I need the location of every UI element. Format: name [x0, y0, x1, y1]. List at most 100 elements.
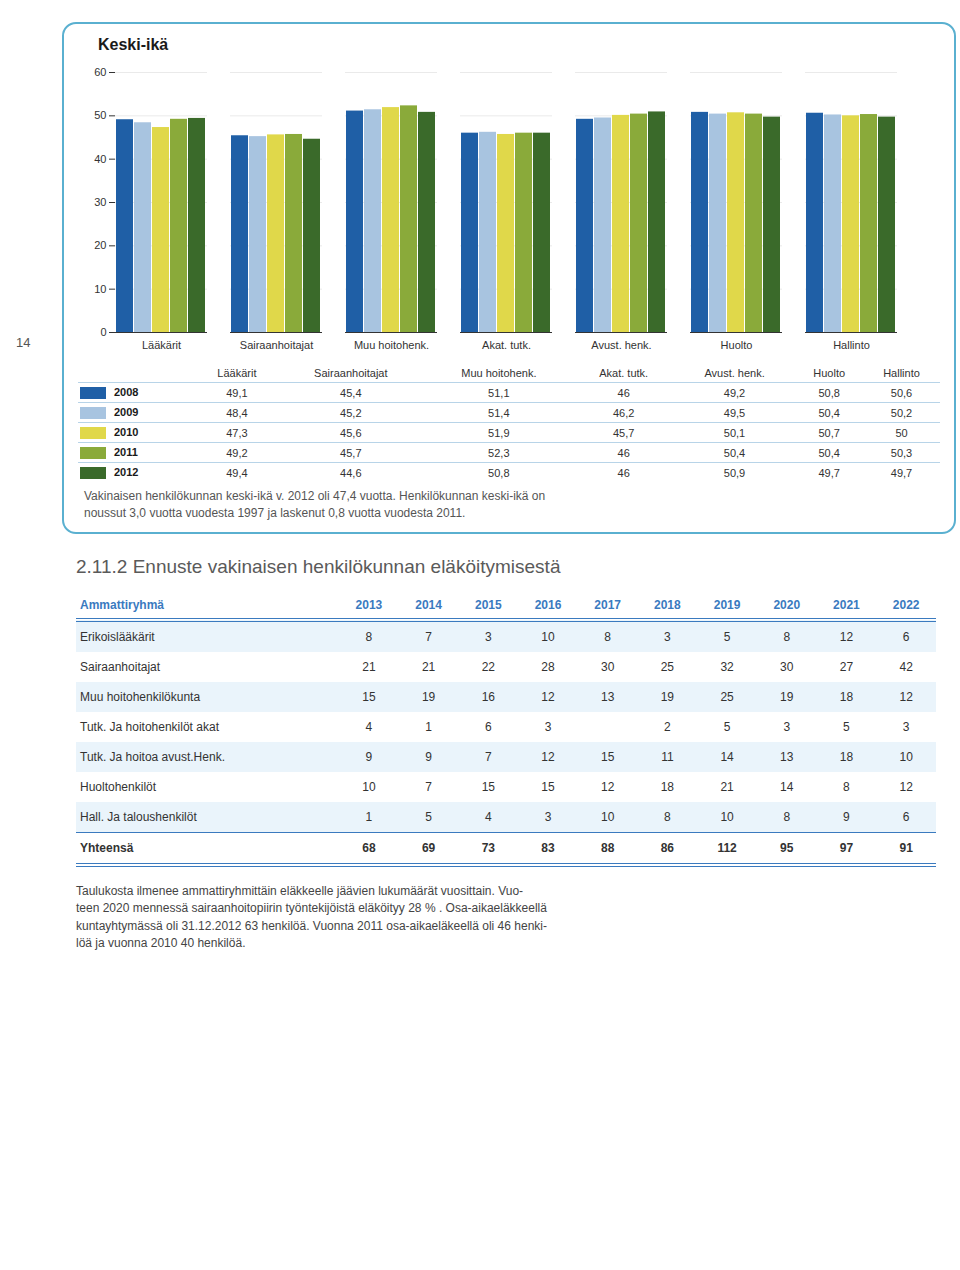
html-text:12: 12: [601, 780, 615, 794]
svg-text:Huolto: Huolto: [721, 339, 753, 351]
html-text:18: 18: [839, 750, 854, 764]
html-text:15: 15: [362, 690, 376, 704]
html-text:10: 10: [720, 810, 734, 824]
html-text:13: 13: [780, 750, 794, 764]
html-text:löä ja vuonna 2010 40 henkilöä: löä ja vuonna 2010 40 henkilöä.: [76, 936, 246, 951]
html-text:Sairaanhoitajat: Sairaanhoitajat: [80, 660, 161, 674]
html-text:21: 21: [720, 780, 734, 794]
html-text:51,1: 51,1: [488, 386, 510, 399]
html-text:25: 25: [660, 660, 674, 674]
svg-text:Akat. tutk.: Akat. tutk.: [482, 339, 531, 351]
html-text:12: 12: [541, 750, 555, 764]
svg-text:40: 40: [94, 153, 106, 165]
html-text:Tutk. Ja hoitoa avust.Henk.: Tutk. Ja hoitoa avust.Henk.: [80, 750, 225, 764]
html-text:2022: 2022: [892, 598, 920, 612]
html-text:14: 14: [16, 335, 31, 350]
html-text:Yhteensä: Yhteensä: [80, 841, 134, 855]
html-text:10: 10: [541, 630, 555, 644]
html-text:13: 13: [601, 690, 615, 704]
html-text:19: 19: [780, 690, 794, 704]
svg-text:50: 50: [94, 109, 106, 121]
html-text:49,1: 49,1: [226, 386, 248, 399]
html-text:12: 12: [899, 780, 913, 794]
html-text:27: 27: [839, 660, 854, 674]
html-text:2017: 2017: [594, 598, 621, 612]
html-text:68: 68: [362, 841, 376, 855]
html-text:28: 28: [541, 660, 555, 674]
html-text:12: 12: [899, 690, 913, 704]
html-text:50,6: 50,6: [890, 386, 913, 399]
html-text:15: 15: [481, 780, 495, 794]
svg-text:0: 0: [100, 326, 106, 338]
html-text:112: 112: [717, 841, 737, 855]
html-text:21: 21: [421, 660, 436, 674]
html-text:2019: 2019: [713, 598, 741, 612]
html-text:Muu hoitohenkilökunta: Muu hoitohenkilökunta: [80, 690, 201, 704]
html-text:14: 14: [720, 750, 734, 764]
html-text:Hall. Ja taloushenkilöt: Hall. Ja taloushenkilöt: [80, 810, 197, 824]
html-text:10: 10: [601, 810, 615, 824]
html-text:Huoltohenkilöt: Huoltohenkilöt: [80, 780, 157, 794]
html-text:18: 18: [839, 690, 854, 704]
html-text:Keski-ikä: Keski-ikä: [98, 36, 169, 53]
html-text:noussut 3,0 vuotta vuodesta 19: noussut 3,0 vuotta vuodesta 1997 ja lask…: [84, 506, 466, 521]
html-text:Taulukosta ilmenee ammattiryhm: Taulukosta ilmenee ammattiryhmittäin elä…: [76, 884, 524, 898]
html-text:45,4: 45,4: [340, 386, 362, 399]
html-text:42: 42: [899, 660, 913, 674]
html-text:14: 14: [780, 780, 794, 794]
html-text:15: 15: [541, 780, 555, 794]
html-text:2018: 2018: [654, 598, 681, 612]
html-text:2020: 2020: [773, 598, 801, 612]
html-text:88: 88: [601, 841, 615, 855]
html-text:48,4: 48,4: [226, 406, 248, 419]
html-text:46: 46: [617, 386, 630, 399]
html-text:2009: 2009: [114, 406, 139, 419]
html-text:2015: 2015: [475, 598, 502, 612]
html-text:teen 2020 mennessä sairaanhoit: teen 2020 mennessä sairaanhoitopiirin ty…: [76, 901, 547, 916]
svg-text:Muu hoitohenk.: Muu hoitohenk.: [354, 339, 429, 351]
html-text:2014: 2014: [415, 598, 442, 612]
html-text:91: 91: [899, 841, 913, 855]
svg-text:60: 60: [94, 66, 106, 78]
svg-text:Lääkärit: Lääkärit: [142, 339, 181, 351]
html-text:83: 83: [541, 841, 555, 855]
html-text:49,2: 49,2: [723, 386, 746, 399]
svg-text:Sairaanhoitajat: Sairaanhoitajat: [240, 339, 313, 351]
svg-text:20: 20: [94, 239, 106, 251]
html-text:2.11.2 Ennuste vakinaisen henk: 2.11.2 Ennuste vakinaisen henkilökunnan …: [76, 556, 561, 577]
html-text:97: 97: [839, 841, 854, 855]
svg-text:30: 30: [94, 196, 106, 208]
html-text:2013: 2013: [355, 598, 383, 612]
html-text:69: 69: [421, 841, 436, 855]
html-text:10: 10: [899, 750, 913, 764]
html-text:21: 21: [362, 660, 376, 674]
svg-text:Hallinto: Hallinto: [833, 339, 870, 351]
svg-text:Avust. henk.: Avust. henk.: [591, 339, 651, 351]
html-text:2016: 2016: [534, 598, 562, 612]
html-text:18: 18: [660, 780, 674, 794]
html-text:22: 22: [481, 660, 495, 674]
html-text:Ammattiryhmä: Ammattiryhmä: [80, 598, 164, 612]
html-text:16: 16: [481, 690, 495, 704]
html-text:12: 12: [839, 630, 854, 644]
html-text:12: 12: [541, 690, 555, 704]
html-text:32: 32: [720, 660, 734, 674]
html-text:45,2: 45,2: [340, 406, 362, 419]
html-text:Erikoislääkärit: Erikoislääkärit: [80, 630, 155, 644]
html-text:kuntayhtymässä oli 31.12.2012: kuntayhtymässä oli 31.12.2012 63 henkilö…: [76, 918, 547, 933]
html-text:Vakinaisen henkilökunnan keski: Vakinaisen henkilökunnan keski-ikä v. 20…: [84, 489, 546, 504]
html-text:25: 25: [720, 690, 734, 704]
html-text:Tutk. Ja hoitohenkilöt akat: Tutk. Ja hoitohenkilöt akat: [80, 720, 219, 734]
html-text:15: 15: [601, 750, 615, 764]
html-text:19: 19: [660, 690, 674, 704]
html-text:86: 86: [660, 841, 674, 855]
svg-text:10: 10: [94, 283, 106, 295]
html-text:10: 10: [362, 780, 376, 794]
html-text:2021: 2021: [833, 598, 860, 612]
html-text:95: 95: [780, 841, 794, 855]
html-text:50,8: 50,8: [818, 386, 840, 399]
html-text:30: 30: [601, 660, 615, 674]
html-text:19: 19: [421, 690, 436, 704]
html-text:73: 73: [481, 841, 495, 855]
html-text:30: 30: [780, 660, 794, 674]
